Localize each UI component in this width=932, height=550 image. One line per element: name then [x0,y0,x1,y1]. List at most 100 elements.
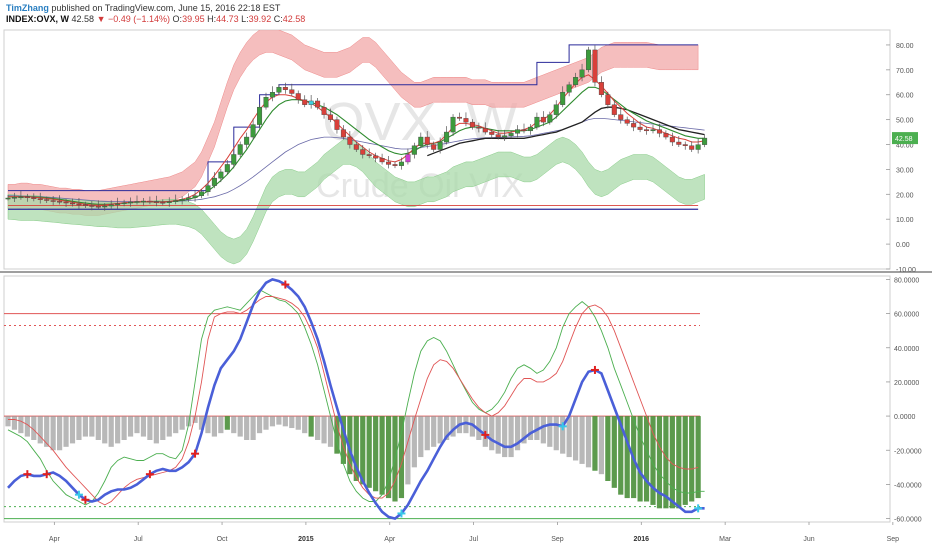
histogram-bar [502,416,508,458]
donchian-upper-line [8,44,699,192]
candle [282,82,288,94]
candle-body [95,206,101,208]
histogram-bar [514,416,521,451]
candle-body [386,161,392,165]
candle [695,138,701,154]
candle-body [373,155,379,159]
candle [398,157,404,170]
histogram-bar [11,416,18,430]
histogram-bar [379,416,385,495]
candle [347,131,353,149]
high-value: 44.73 [216,14,239,24]
candle [366,148,372,159]
candle [302,95,308,108]
histogram-bar [115,416,121,444]
low-value: 39.92 [248,14,272,24]
histogram-bar [134,416,140,434]
open-value: 39.95 [182,14,205,24]
candle [153,195,159,207]
histogram-bar [431,416,437,447]
candle-body [89,205,95,207]
osc-y-tick-label: 40.0000 [894,346,919,353]
candle-body [237,144,243,155]
histogram-bar [192,416,198,423]
candle [166,197,172,207]
candle [373,152,379,163]
histogram-bar [437,416,443,444]
candle-body [540,116,546,123]
candle-body [476,126,482,129]
candle [160,199,166,206]
candle-body [115,203,121,205]
candle [553,100,559,119]
candle-body [650,129,656,132]
histogram-bar [695,416,701,499]
candle [121,199,127,207]
oscillator-main-line [7,278,705,521]
candle-body [598,82,604,95]
osc-y-tick-label: 0.0000 [894,414,916,421]
candle-body [495,134,501,138]
candle [134,195,140,205]
candle [482,122,488,135]
osc-y-tick-label: -60.0000 [894,517,922,524]
histogram-bar [237,416,243,437]
author-link[interactable]: TimZhang [6,3,49,13]
candle [411,142,417,159]
candle-body [444,131,450,143]
candle-body [108,204,114,207]
candle [534,112,540,130]
x-axis-tick-label: Jul [469,536,478,543]
peak-marker [590,365,599,374]
histogram-bar [179,416,185,430]
price-y-tick-label: 60.00 [896,93,914,100]
histogram-bar [186,416,192,427]
candle [353,141,359,152]
candle [540,111,546,127]
candle [308,94,314,109]
histogram-bar [676,416,682,509]
candle [321,102,327,119]
histogram-bar [618,416,624,495]
histogram-bar [418,416,424,458]
candle-body [63,201,69,204]
candle-body [611,104,617,115]
candle-body [605,94,611,105]
price-y-tick-label: 70.00 [896,68,914,75]
histogram-bar [173,416,179,434]
candle-body [411,145,417,155]
symbol-label[interactable]: INDEX:OVX, W [6,14,70,24]
price-y-tick-label: 20.00 [896,192,914,199]
histogram-bar [256,416,263,434]
candle [405,148,411,165]
candle-body [379,158,385,163]
candle [289,83,295,96]
histogram-bar [76,416,82,440]
candle-body [282,87,288,90]
candle-body [44,199,50,201]
histogram-bar [327,416,334,447]
histogram-bar [444,416,450,440]
last-price-badge [892,132,918,145]
peak-marker [42,470,51,479]
x-axis-tick-label: Sep [551,536,564,543]
candle [566,81,572,97]
last-price-badge-label: 42.58 [895,136,913,143]
candle [115,197,121,209]
candle [444,126,450,145]
candle-body [263,97,269,108]
candle-body [166,201,172,203]
peak-marker [145,470,154,479]
candle-body [37,198,43,200]
histogram-bar [282,416,288,427]
candle [437,137,443,154]
candle [702,135,708,148]
candle [205,181,211,196]
candle [69,198,75,207]
histogram-bar [566,416,572,458]
chart-header: TimZhang published on TradingView.com, J… [6,3,305,25]
histogram-bar [289,416,295,429]
candle [463,112,469,127]
candle-body [173,200,179,202]
